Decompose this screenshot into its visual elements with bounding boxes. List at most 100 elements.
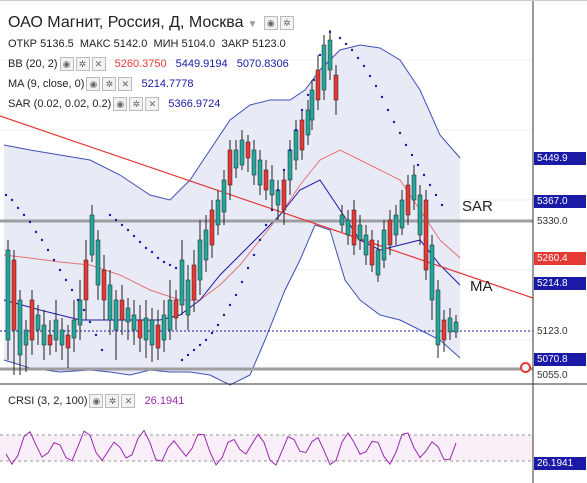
rsi-legend[interactable]: CRSI (3, 2, 100) ◉ ✲ ✕ 26.1941 — [8, 394, 184, 408]
candle-body — [101, 269, 107, 301]
candle-body — [107, 284, 113, 321]
price-label-bb-basis: 5260.4 — [534, 252, 586, 265]
sar-dot — [288, 148, 292, 152]
candle-body — [95, 239, 101, 286]
open-label: ОТКР — [8, 38, 38, 50]
sar-dot — [120, 223, 124, 227]
price-label-sar: 5367.0 — [534, 195, 586, 208]
sar-dot — [126, 228, 130, 232]
close-label: ЗАКР — [221, 38, 250, 50]
candle-body — [305, 109, 311, 136]
eye-icon[interactable]: ◉ — [113, 97, 128, 111]
sar-dot — [368, 74, 372, 78]
sar-dot — [386, 108, 390, 112]
symbol-title[interactable]: ОАО Магнит, Россия, Д, Москва — [8, 14, 244, 31]
sar-dot — [70, 288, 74, 292]
sar-label[interactable]: SAR (0.02, 0.02, 0.2) — [8, 97, 112, 110]
ma-legend[interactable]: MA (9, close, 0) ◉ ✲ ✕ 5214.7778 — [8, 77, 193, 91]
sar-dot — [318, 53, 322, 57]
bb-upper-line — [3, 44, 461, 201]
candle-body — [11, 259, 17, 331]
candle-body — [185, 279, 191, 316]
close-icon[interactable]: ✕ — [118, 77, 133, 91]
sar-dot — [434, 193, 438, 197]
eye-icon[interactable]: ◉ — [86, 77, 101, 91]
eye-icon[interactable]: ◉ — [263, 15, 278, 30]
sar-dot — [210, 331, 214, 335]
candle-body — [191, 264, 197, 301]
candle-body — [275, 189, 281, 206]
candle-body — [125, 307, 131, 323]
sar-dot — [356, 56, 360, 60]
gear-icon[interactable]: ✲ — [105, 394, 120, 408]
sar-dot — [168, 263, 172, 267]
sar-dot — [16, 206, 20, 210]
sar-dot — [180, 358, 184, 362]
sar-dot — [228, 303, 232, 307]
candle-body — [309, 89, 315, 121]
candle-body — [399, 199, 405, 229]
gear-icon[interactable]: ✲ — [279, 15, 294, 30]
close-value: 5123.0 — [252, 38, 286, 50]
close-icon[interactable]: ✕ — [121, 394, 136, 408]
candle-body — [83, 259, 89, 301]
sar-legend[interactable]: SAR (0.02, 0.02, 0.2) ◉ ✲ ✕ 5366.9724 — [8, 97, 220, 111]
high-value: 5142.0 — [113, 38, 148, 50]
trend-line-segment — [0, 115, 534, 299]
candle-body — [113, 299, 119, 331]
sar-dot — [114, 218, 118, 222]
candle-body — [257, 159, 263, 186]
bb-label[interactable]: BB (20, 2) — [8, 57, 58, 70]
bb-lower-value: 5070.8306 — [236, 57, 289, 70]
close-icon[interactable]: ✕ — [145, 97, 160, 111]
ma-label[interactable]: MA (9, close, 0) — [8, 77, 85, 90]
sar-dot — [328, 30, 332, 34]
candle-body — [143, 317, 149, 341]
candle-body — [239, 139, 245, 166]
sar-dot — [240, 280, 244, 284]
gear-icon[interactable]: ✲ — [129, 97, 144, 111]
candle-body — [5, 249, 11, 341]
sar-dot — [294, 128, 298, 132]
chart-title[interactable]: ОАО Магнит, Россия, Д, Москва ▼ ◉ ✲ — [8, 14, 294, 32]
sar-dot — [88, 320, 92, 324]
candle-body — [435, 289, 441, 346]
candle-body — [375, 249, 381, 276]
candle-body — [417, 194, 423, 236]
high-label: МАКС — [79, 38, 111, 50]
candle-body — [77, 299, 83, 326]
candle-body — [35, 314, 41, 331]
candle-body — [167, 299, 173, 331]
gear-icon[interactable]: ✲ — [75, 57, 90, 71]
candle-body — [149, 319, 155, 346]
sar-value: 5366.9724 — [168, 97, 221, 110]
candle-body — [29, 299, 35, 341]
sar-dot — [392, 120, 396, 124]
rsi-label[interactable]: CRSI (3, 2, 100) — [8, 394, 88, 407]
candle-body — [221, 179, 227, 213]
sar-dot — [270, 208, 274, 212]
candle-body — [441, 319, 447, 341]
close-icon[interactable]: ✕ — [91, 57, 106, 71]
bb-legend[interactable]: BB (20, 2) ◉ ✲ ✕ 5260.3750 5449.9194 5070.8… — [8, 57, 289, 71]
candle-body — [315, 69, 321, 101]
sar-dot — [258, 238, 262, 242]
ma-value: 5214.7778 — [141, 77, 194, 90]
eye-icon[interactable]: ◉ — [59, 57, 74, 71]
chevron-down-icon[interactable]: ▼ — [247, 19, 258, 30]
candle-body — [405, 184, 411, 216]
eye-icon[interactable]: ◉ — [89, 394, 104, 408]
alert-circle-icon[interactable] — [520, 362, 531, 373]
trend-line[interactable] — [0, 115, 534, 299]
sar-dot — [162, 260, 166, 264]
candle-body — [233, 149, 239, 169]
low-label: МИН — [153, 38, 179, 50]
sar-dot — [138, 240, 142, 244]
sar-dot — [52, 258, 56, 262]
sar-dot — [416, 163, 420, 167]
gear-icon[interactable]: ✲ — [102, 77, 117, 91]
price-label-bb-upper: 5449.9 — [534, 152, 586, 165]
